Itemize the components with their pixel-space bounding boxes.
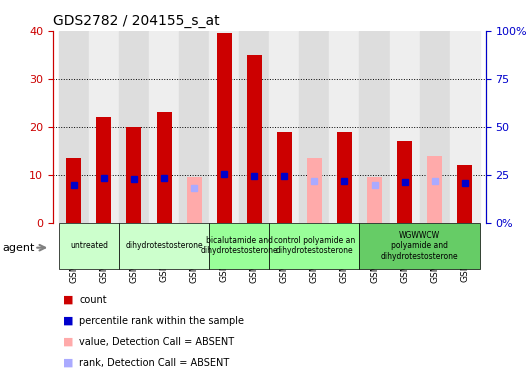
Bar <box>299 31 329 223</box>
Text: control polyamide an
dihydrotestosterone: control polyamide an dihydrotestosterone <box>274 236 355 255</box>
Bar <box>119 31 149 223</box>
Bar <box>216 33 232 223</box>
Bar <box>97 117 111 223</box>
FancyBboxPatch shape <box>59 223 119 269</box>
Bar <box>156 112 172 223</box>
Bar <box>209 31 239 223</box>
Bar <box>127 127 142 223</box>
Bar <box>89 31 119 223</box>
Bar <box>397 141 412 223</box>
Text: GDS2782 / 204155_s_at: GDS2782 / 204155_s_at <box>53 14 220 28</box>
Bar <box>337 131 352 223</box>
Bar <box>67 158 81 223</box>
Bar <box>179 31 209 223</box>
Text: percentile rank within the sample: percentile rank within the sample <box>79 316 244 326</box>
FancyBboxPatch shape <box>269 223 360 269</box>
Text: count: count <box>79 295 107 305</box>
Bar <box>390 31 420 223</box>
FancyBboxPatch shape <box>119 223 209 269</box>
Bar <box>367 177 382 223</box>
Bar <box>239 31 269 223</box>
Text: untreated: untreated <box>70 241 108 250</box>
Bar <box>427 156 442 223</box>
Text: WGWWCW
polyamide and
dihydrotestosterone: WGWWCW polyamide and dihydrotestosterone <box>381 231 458 261</box>
Text: dihydrotestosterone: dihydrotestosterone <box>125 241 203 250</box>
Bar <box>149 31 179 223</box>
FancyBboxPatch shape <box>360 223 480 269</box>
Bar <box>450 31 480 223</box>
Text: ■: ■ <box>63 337 74 347</box>
Text: agent: agent <box>3 243 35 253</box>
Bar <box>59 31 89 223</box>
Text: value, Detection Call = ABSENT: value, Detection Call = ABSENT <box>79 337 234 347</box>
Bar <box>269 31 299 223</box>
Text: ■: ■ <box>63 295 74 305</box>
Text: rank, Detection Call = ABSENT: rank, Detection Call = ABSENT <box>79 358 230 368</box>
Bar <box>186 177 202 223</box>
Bar <box>360 31 390 223</box>
Bar <box>457 165 472 223</box>
Text: ■: ■ <box>63 316 74 326</box>
Bar <box>420 31 450 223</box>
Bar <box>329 31 360 223</box>
Bar <box>277 131 292 223</box>
FancyBboxPatch shape <box>209 223 269 269</box>
Text: ■: ■ <box>63 358 74 368</box>
Bar <box>247 55 262 223</box>
Bar <box>307 158 322 223</box>
Text: bicalutamide and
dihydrotestosterone: bicalutamide and dihydrotestosterone <box>201 236 278 255</box>
